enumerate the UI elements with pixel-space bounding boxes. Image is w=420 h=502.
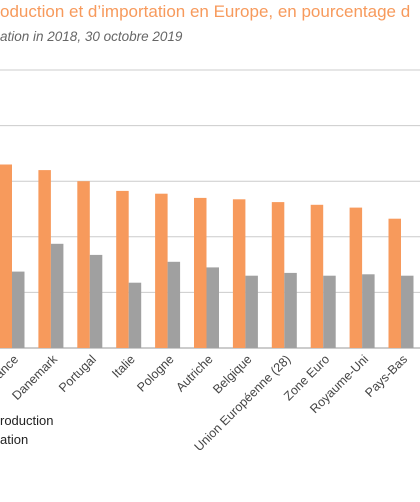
category-label: Pologne [134, 352, 176, 394]
bar-importation-9 [362, 274, 375, 348]
bar-production-5 [194, 197, 207, 348]
category-label: Pays-Bas [362, 352, 410, 400]
chart-title: oduction et d’importation en Europe, en … [0, 2, 411, 21]
bar-production-4 [155, 193, 168, 348]
chart-subtitle: ation in 2018, 30 octobre 2019 [0, 29, 183, 44]
bar-production-10 [388, 218, 401, 348]
legend: roduction ation [0, 413, 53, 447]
bar-importation-2 [89, 254, 103, 348]
bar-importation-10 [401, 275, 414, 348]
bar-production-7 [271, 202, 285, 348]
category-label: Autriche [173, 352, 215, 394]
category-label: Portugal [56, 352, 99, 395]
bar-importation-0 [12, 271, 25, 348]
bar-production-1 [38, 170, 51, 348]
bar-importation-5 [206, 267, 219, 348]
bar-importation-3 [128, 282, 142, 348]
bar-production-3 [116, 190, 129, 348]
bar-production-9 [349, 207, 363, 348]
bar-production-6 [232, 199, 246, 348]
bar-importation-8 [323, 275, 336, 348]
bar-production-0 [0, 164, 12, 348]
bar-production-8 [310, 204, 324, 348]
legend-label-production: roduction [0, 413, 53, 428]
legend-label-importation: ation [0, 432, 28, 447]
bar-importation-6 [245, 275, 258, 348]
bar-production-2 [77, 181, 90, 348]
category-label: ance [0, 352, 21, 381]
bar-importation-4 [167, 261, 181, 348]
category-label: Italie [109, 352, 138, 381]
bar-importation-1 [50, 243, 64, 349]
bar-importation-7 [284, 272, 297, 348]
